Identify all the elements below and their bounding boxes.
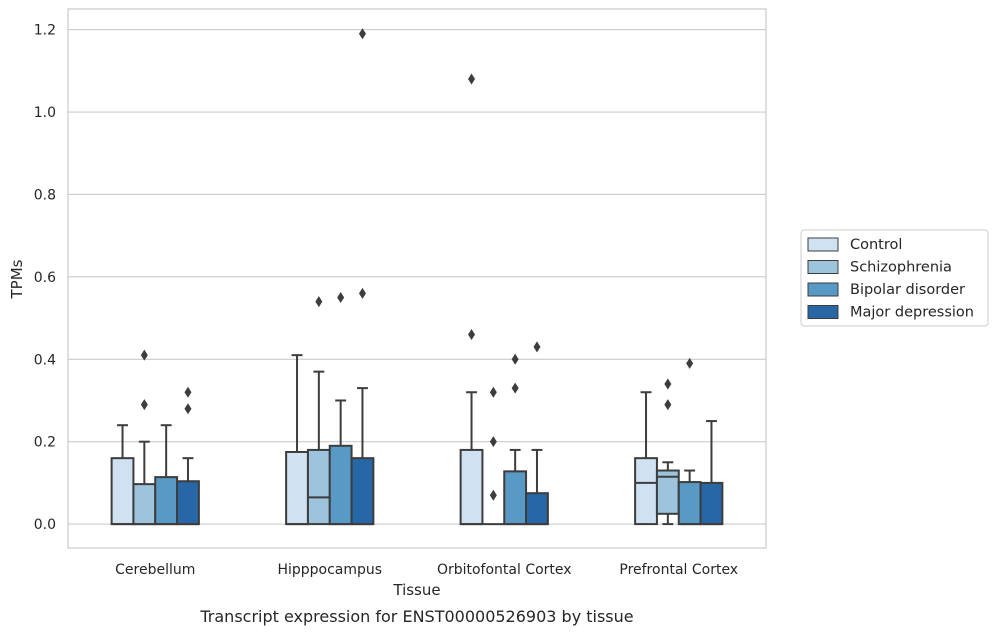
outlier-point [358,287,366,299]
outlier-point [664,399,672,411]
box-body [306,448,331,526]
legend-swatch [807,282,839,297]
box-body [328,444,353,526]
y-tick-label: 0.4 [34,352,56,368]
plot-frame [67,8,767,549]
axis-layer: 0.0 0.2 0.4 0.6 0.8 1.0 1.2 Cerebellum Hipppocam… [34,23,738,578]
outlier-point [337,291,345,303]
outlier-point [489,386,497,398]
box-body [699,481,724,526]
box-body [525,492,549,526]
y-tick-label: 0.0 [34,517,56,533]
legend-label: Major depression [850,305,974,321]
legend-label: Control [850,237,902,253]
grid-layer [68,29,766,525]
box-major-depression [525,341,549,526]
y-tick-label: 0.6 [34,270,56,286]
box-control [459,73,484,526]
legend-swatch [807,305,839,319]
box-body [110,457,135,526]
outlier-point [489,489,497,501]
box-major-depression [350,28,375,526]
box-body [350,457,375,526]
outlier-point [686,357,694,369]
outlier-point [511,382,519,394]
x-axis-label: Tissue [392,581,440,599]
y-axis-label: TPMs [8,259,26,299]
x-tick-label: Hipppocampus [277,562,382,578]
box-major-depression [699,420,724,526]
outlier-point [468,73,476,85]
box-schizophrenia [482,386,505,526]
y-tick-label: 0.2 [34,435,56,451]
box-bipolar-disorder [503,353,528,526]
legend-frame [800,229,989,327]
box-body [677,481,702,526]
box-body [285,450,309,526]
box-schizophrenia [306,296,331,526]
box-layer [110,28,724,526]
box-body [132,483,157,526]
box-body [503,470,528,526]
outlier-point [511,353,519,365]
box-bipolar-disorder [154,424,179,526]
outlier-point [533,341,541,353]
legend-swatch [807,260,839,274]
legend: Control Schizophrenia Bipolar disorder Majo… [800,229,989,327]
box-bipolar-disorder [677,357,702,526]
y-tick-label: 0.8 [34,187,56,203]
y-tick-label: 1.2 [34,23,56,39]
outlier-point [140,349,148,361]
x-tick-label: Cerebellum [115,562,195,578]
outlier-point [664,378,672,390]
outlier-point [468,329,476,341]
box-body [634,457,658,526]
box-schizophrenia [132,349,157,526]
box-schizophrenia [655,378,680,526]
legend-swatch [807,237,839,252]
outlier-point [140,399,148,411]
chart-caption: Transcript expression for ENST0000052690… [199,607,633,626]
outlier-point [489,436,497,448]
x-tick-label: Orbitofontal Cortex [437,562,572,578]
outlier-point [184,403,192,415]
box-body [154,476,179,526]
legend-label: Bipolar disorder [850,282,965,298]
outlier-point [358,28,366,40]
box-control [634,391,658,526]
x-tick-label: Prefrontal Cortex [619,562,738,578]
box-major-depression [176,386,200,526]
y-tick-label: 1.0 [34,105,56,121]
box-control [110,424,135,526]
box-bipolar-disorder [328,291,353,526]
legend-label: Schizophrenia [850,260,952,276]
box-body [176,480,200,526]
outlier-point [315,296,323,308]
box-control [285,354,309,526]
outlier-point [184,386,192,398]
box-body [459,448,484,526]
